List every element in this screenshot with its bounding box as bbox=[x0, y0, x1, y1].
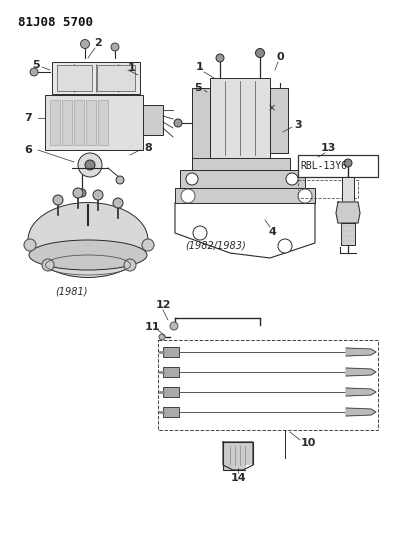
Bar bbox=[298, 155, 378, 177]
Bar bbox=[45, 95, 143, 150]
Bar bbox=[273, 93, 287, 133]
Circle shape bbox=[298, 189, 312, 203]
Bar bbox=[210, 78, 270, 158]
Text: 7: 7 bbox=[24, 113, 32, 123]
Circle shape bbox=[170, 322, 178, 330]
Polygon shape bbox=[346, 388, 376, 396]
Circle shape bbox=[78, 189, 86, 197]
Circle shape bbox=[42, 259, 54, 271]
Text: 2: 2 bbox=[94, 38, 102, 48]
Circle shape bbox=[159, 334, 165, 340]
Bar bbox=[270, 88, 288, 153]
Text: 6: 6 bbox=[24, 145, 32, 155]
Circle shape bbox=[286, 173, 298, 185]
Text: 1: 1 bbox=[128, 63, 136, 73]
Text: 8: 8 bbox=[144, 143, 152, 153]
Text: 11: 11 bbox=[144, 322, 160, 332]
Circle shape bbox=[181, 189, 195, 203]
Circle shape bbox=[278, 239, 292, 253]
Circle shape bbox=[255, 49, 265, 58]
Circle shape bbox=[186, 173, 198, 185]
Bar bbox=[342, 177, 354, 202]
Text: 10: 10 bbox=[300, 438, 316, 448]
Circle shape bbox=[111, 43, 119, 51]
Text: 5: 5 bbox=[194, 83, 202, 93]
Circle shape bbox=[30, 68, 38, 76]
Text: 1: 1 bbox=[196, 62, 204, 72]
Bar bbox=[143, 105, 163, 135]
Bar bbox=[175, 188, 315, 203]
Bar bbox=[163, 367, 179, 377]
Bar bbox=[62, 100, 72, 145]
Text: 12: 12 bbox=[155, 300, 171, 310]
Text: 81J08 5700: 81J08 5700 bbox=[18, 16, 93, 29]
Bar bbox=[86, 100, 96, 145]
Text: (1981): (1981) bbox=[55, 287, 88, 297]
Text: 13: 13 bbox=[320, 143, 336, 153]
Circle shape bbox=[174, 119, 182, 127]
Bar bbox=[341, 223, 355, 245]
Bar bbox=[98, 100, 108, 145]
Bar bbox=[192, 158, 290, 170]
Bar bbox=[223, 442, 253, 470]
Bar bbox=[158, 340, 378, 430]
Text: RBL-13Y6: RBL-13Y6 bbox=[300, 161, 347, 171]
Circle shape bbox=[142, 239, 154, 251]
Polygon shape bbox=[346, 408, 376, 416]
Circle shape bbox=[80, 39, 90, 49]
Bar bbox=[97, 65, 135, 91]
Bar bbox=[50, 100, 60, 145]
Polygon shape bbox=[246, 465, 253, 470]
Text: (1982/1983): (1982/1983) bbox=[185, 240, 246, 250]
Circle shape bbox=[24, 239, 36, 251]
Text: 14: 14 bbox=[230, 473, 246, 483]
Bar bbox=[163, 347, 179, 357]
Text: ×: × bbox=[268, 103, 276, 113]
Circle shape bbox=[78, 153, 102, 177]
Bar bbox=[163, 407, 179, 417]
Bar bbox=[298, 180, 358, 198]
Ellipse shape bbox=[28, 203, 148, 278]
Text: 4: 4 bbox=[268, 227, 276, 237]
Text: 0: 0 bbox=[276, 52, 284, 62]
Bar bbox=[180, 170, 305, 188]
Polygon shape bbox=[336, 202, 360, 223]
Circle shape bbox=[73, 188, 83, 198]
Bar bbox=[52, 62, 140, 94]
Polygon shape bbox=[346, 348, 376, 356]
Bar bbox=[74, 100, 84, 145]
Ellipse shape bbox=[29, 240, 147, 270]
Circle shape bbox=[344, 159, 352, 167]
Text: 5: 5 bbox=[32, 60, 40, 70]
Circle shape bbox=[124, 259, 136, 271]
Bar bbox=[57, 65, 92, 91]
Circle shape bbox=[53, 195, 63, 205]
Text: 3: 3 bbox=[294, 120, 302, 130]
Bar bbox=[192, 88, 210, 163]
Bar bbox=[163, 387, 179, 397]
Circle shape bbox=[193, 226, 207, 240]
Circle shape bbox=[116, 176, 124, 184]
Circle shape bbox=[113, 198, 123, 208]
Circle shape bbox=[85, 160, 95, 170]
Polygon shape bbox=[346, 368, 376, 376]
Circle shape bbox=[93, 190, 103, 200]
Circle shape bbox=[216, 54, 224, 62]
